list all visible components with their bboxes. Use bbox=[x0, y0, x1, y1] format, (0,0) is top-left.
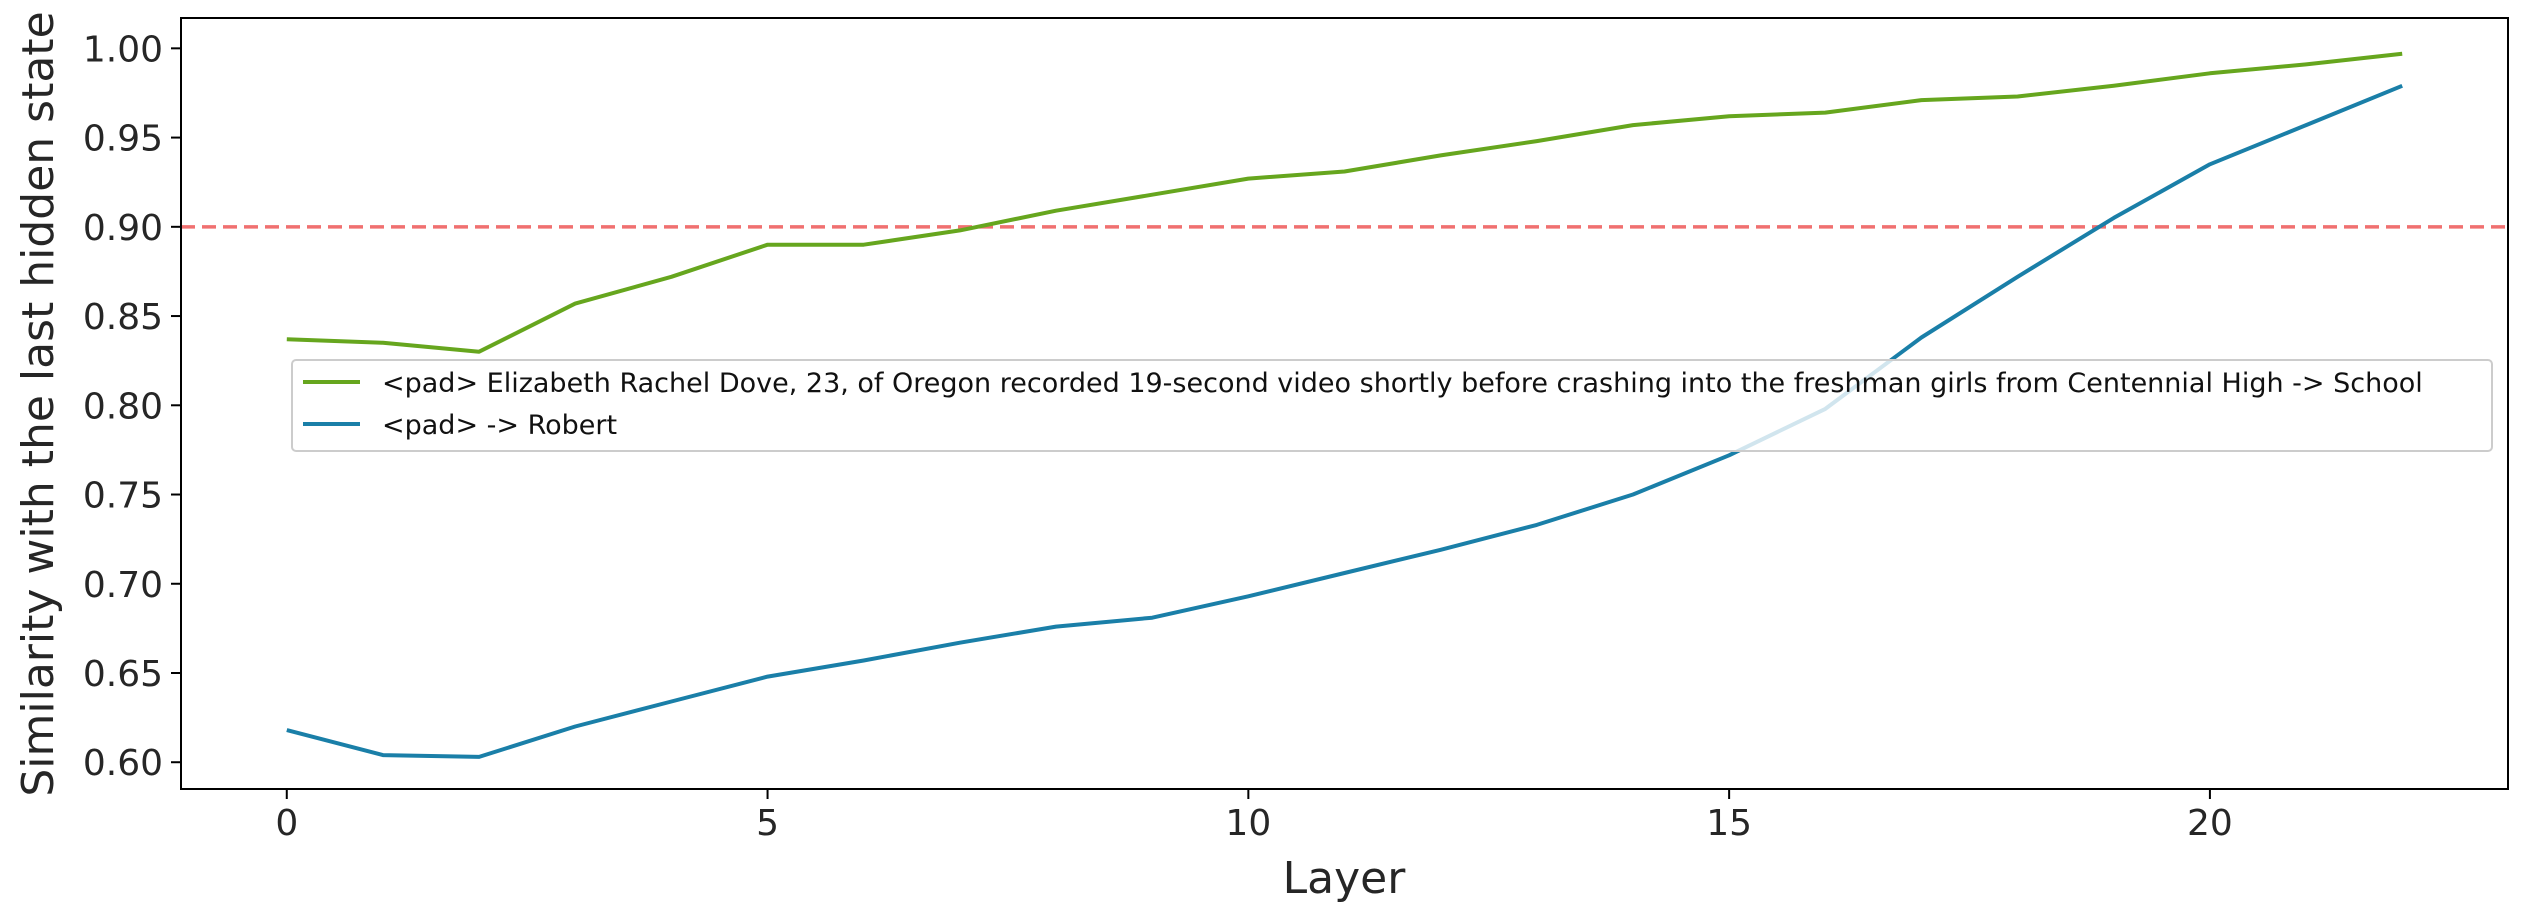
y-tick-label: 1.00 bbox=[83, 29, 163, 70]
plot-frame bbox=[180, 17, 2509, 790]
legend-label-series-2: <pad> -> Robert bbox=[382, 410, 617, 441]
y-tick-label: 0.80 bbox=[83, 386, 163, 427]
y-tick-label: 0.85 bbox=[83, 297, 163, 338]
x-axis: 0 5 10 15 20 bbox=[275, 789, 2233, 844]
y-axis-label: Similarity with the last hidden state bbox=[13, 11, 64, 796]
series-line-2 bbox=[286, 83, 2403, 759]
y-tick-label: 0.60 bbox=[83, 743, 163, 784]
series-layer bbox=[286, 51, 2403, 759]
x-axis-label: Layer bbox=[1283, 853, 1407, 904]
x-tick-label: 15 bbox=[1706, 803, 1752, 844]
y-axis: 0.60 0.65 0.70 0.75 0.80 0.85 0.90 0.95 1.00 bbox=[83, 29, 181, 784]
y-tick-label: 0.70 bbox=[83, 565, 163, 606]
series-line-1 bbox=[286, 51, 2403, 354]
y-tick-label: 0.90 bbox=[83, 208, 163, 249]
legend: <pad> Elizabeth Rachel Dove, 23, of Oreg… bbox=[291, 359, 2493, 452]
x-tick-label: 10 bbox=[1225, 803, 1271, 844]
y-tick-label: 0.75 bbox=[83, 476, 163, 517]
x-tick-label: 5 bbox=[756, 803, 779, 844]
y-tick-label: 0.65 bbox=[83, 654, 163, 695]
legend-label-series-1: <pad> Elizabeth Rachel Dove, 23, of Oreg… bbox=[382, 368, 2423, 399]
x-tick-label: 20 bbox=[2187, 803, 2233, 844]
y-tick-label: 0.95 bbox=[83, 119, 163, 160]
x-tick-label: 0 bbox=[275, 803, 298, 844]
legend-box bbox=[291, 359, 2493, 452]
